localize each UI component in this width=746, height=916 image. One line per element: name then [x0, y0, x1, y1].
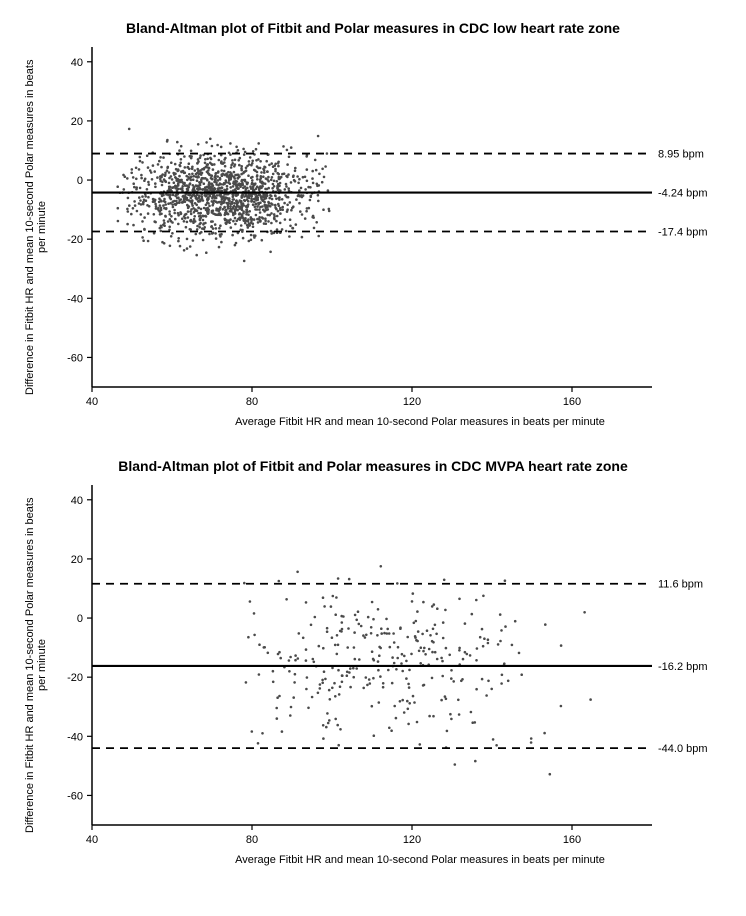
- y-tick-label: 0: [77, 613, 83, 625]
- y-tick-label: 0: [77, 175, 83, 187]
- plot-row: Difference in Fitbit HR and mean 10-seco…: [20, 480, 726, 850]
- y-tick-label: -40: [67, 731, 83, 743]
- y-tick-label: -20: [67, 234, 83, 246]
- y-tick-label: -40: [67, 293, 83, 305]
- plot-svg: -60 -40 -20 0 20 40 40 80 120 160 11.6 bpm -16.2 bp…: [42, 480, 726, 850]
- reference-line-label: -44.0 bpm: [658, 743, 708, 755]
- y-axis-label: Difference in Fitbit HR and mean 10-seco…: [20, 495, 42, 835]
- reference-line-label: -17.4 bpm: [658, 226, 708, 238]
- x-axis-label: Average Fitbit HR and mean 10-second Pol…: [70, 854, 746, 866]
- x-tick-label: 160: [563, 396, 581, 408]
- x-tick-label: 80: [246, 834, 258, 846]
- y-axis-label: Difference in Fitbit HR and mean 10-seco…: [20, 57, 42, 397]
- reference-line-label: -4.24 bpm: [658, 188, 708, 200]
- x-tick-label: 40: [86, 834, 98, 846]
- x-tick-label: 160: [563, 834, 581, 846]
- y-tick-label: -20: [67, 672, 83, 684]
- ba-mvpa-panel: Bland-Altman plot of Fitbit and Polar me…: [20, 458, 726, 866]
- y-tick-label: 20: [71, 116, 83, 128]
- reference-line-label: 8.95 bpm: [658, 149, 704, 161]
- ba-low-panel: Bland-Altman plot of Fitbit and Polar me…: [20, 20, 726, 428]
- y-tick-label: 40: [71, 495, 83, 507]
- y-tick-label: 20: [71, 554, 83, 566]
- plot-row: Difference in Fitbit HR and mean 10-seco…: [20, 42, 726, 412]
- y-tick-label: 40: [71, 57, 83, 69]
- x-tick-label: 120: [403, 834, 421, 846]
- chart-title: Bland-Altman plot of Fitbit and Polar me…: [20, 20, 726, 36]
- scatter-points: [116, 128, 330, 263]
- x-tick-label: 120: [403, 396, 421, 408]
- reference-line-label: -16.2 bpm: [658, 661, 708, 673]
- y-tick-label: -60: [67, 352, 83, 364]
- chart-title: Bland-Altman plot of Fitbit and Polar me…: [20, 458, 726, 474]
- reference-line-label: 11.6 bpm: [658, 579, 703, 591]
- x-axis-label: Average Fitbit HR and mean 10-second Pol…: [70, 416, 746, 428]
- scatter-points: [243, 565, 592, 776]
- plot-svg: -60 -40 -20 0 20 40 40 80 120 160 8.95 bpm -4.24 bp…: [42, 42, 726, 412]
- figure-container: Bland-Altman plot of Fitbit and Polar me…: [20, 20, 726, 866]
- x-tick-label: 80: [246, 396, 258, 408]
- y-tick-label: -60: [67, 790, 83, 802]
- x-tick-label: 40: [86, 396, 98, 408]
